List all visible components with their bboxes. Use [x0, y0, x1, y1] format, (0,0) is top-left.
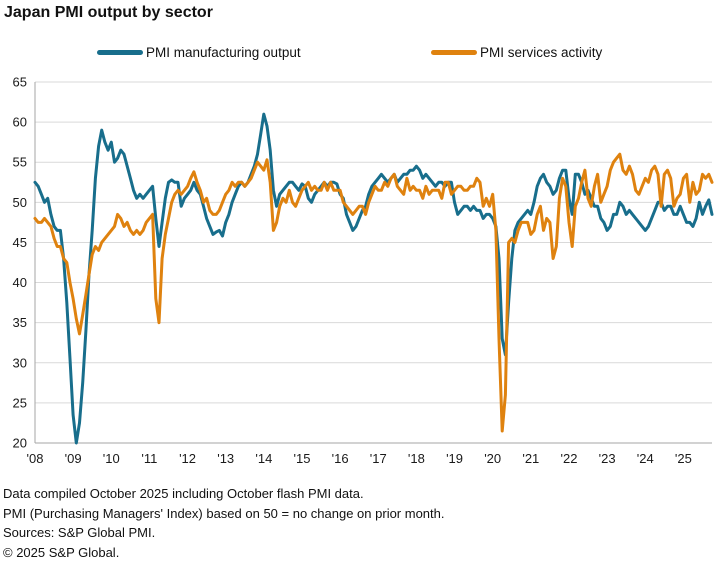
x-axis-tick-label: '25 [675, 451, 692, 466]
footnote-sources: Sources: S&P Global PMI. [3, 525, 156, 540]
legend-label-manufacturing: PMI manufacturing output [146, 44, 301, 60]
x-axis-tick-label: '09 [65, 451, 82, 466]
footnote-copyright: © 2025 S&P Global. [3, 544, 120, 560]
y-axis-tick-label: 60 [13, 115, 27, 130]
y-axis-tick-label: 25 [13, 395, 27, 410]
legend-item-services: PMI services activity [431, 44, 602, 60]
x-axis-tick-label: '19 [446, 451, 463, 466]
x-axis-tick-label: '10 [103, 451, 120, 466]
services-legend-swatch-icon [431, 49, 477, 55]
x-axis-tick-label: '20 [484, 451, 501, 466]
x-axis-tick-label: '23 [599, 451, 616, 466]
y-axis-tick-label: 55 [13, 155, 27, 170]
y-axis-tick-label: 50 [13, 195, 27, 210]
manufacturing-legend-swatch-icon [97, 49, 143, 55]
footnote-data-compiled: Data compiled October 2025 including Oct… [3, 486, 364, 501]
chart-footnotes: Data compiled October 2025 including Oct… [3, 484, 445, 562]
x-axis-tick-label: '18 [408, 451, 425, 466]
y-axis-tick-label: 35 [13, 315, 27, 330]
legend-label-services: PMI services activity [480, 44, 603, 60]
x-axis-tick-label: '21 [522, 451, 539, 466]
x-axis-tick-label: '13 [217, 451, 234, 466]
x-axis-tick-label: '15 [294, 451, 311, 466]
x-axis-tick-label: '17 [370, 451, 387, 466]
services-activity-line [33, 152, 714, 433]
legend-item-manufacturing: PMI manufacturing output [97, 44, 301, 60]
pmi-line-chart: 20 25 30 35 40 45 50 55 60 65 '08 '09 '10 '11 '12 '13 '1… [13, 75, 714, 466]
x-axis-tick-label: '12 [179, 451, 196, 466]
footnote-pmi-definition: PMI (Purchasing Managers' Index) based o… [3, 505, 445, 521]
x-axis-tick-label: '24 [637, 451, 654, 466]
y-axis-tick-label: 40 [13, 275, 27, 290]
x-axis-tick-label: '11 [141, 451, 157, 466]
y-axis-tick-label: 30 [13, 355, 27, 370]
x-axis-tick-label: '14 [255, 451, 272, 466]
y-axis-tick-label: 45 [13, 235, 27, 250]
x-axis-tick-label: '22 [560, 451, 577, 466]
manufacturing-output-line [33, 112, 714, 445]
y-axis-tick-label: 65 [13, 75, 27, 90]
page-title: Japan PMI output by sector [4, 4, 213, 21]
x-axis-tick-label: '16 [332, 451, 349, 466]
x-axis-tick-label: '08 [27, 451, 44, 466]
y-axis-tick-label: 20 [13, 436, 27, 451]
